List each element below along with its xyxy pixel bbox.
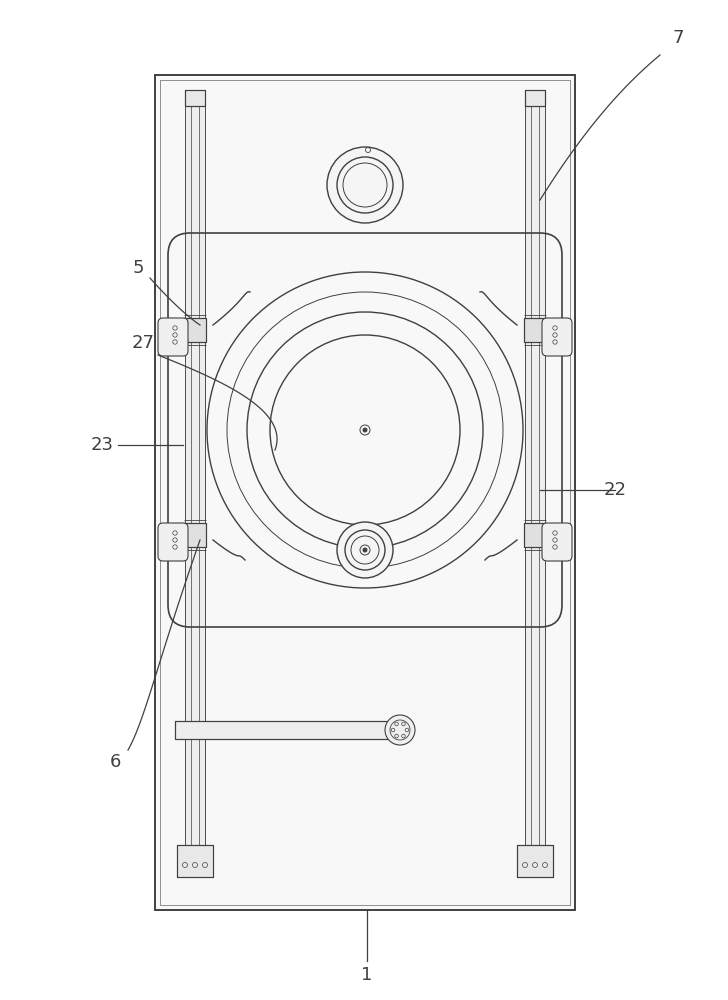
Bar — [525, 90, 545, 106]
Bar — [525, 90, 545, 106]
Bar — [184, 523, 206, 547]
Bar — [185, 90, 205, 106]
FancyBboxPatch shape — [158, 318, 188, 356]
Text: 27: 27 — [132, 334, 154, 352]
Circle shape — [385, 715, 415, 745]
Bar — [160, 80, 570, 905]
Bar — [184, 523, 206, 547]
Bar — [185, 90, 205, 875]
Circle shape — [327, 147, 403, 223]
Bar — [185, 90, 205, 875]
Text: 5: 5 — [132, 259, 143, 277]
Text: 23: 23 — [90, 436, 114, 454]
Text: 7: 7 — [672, 29, 684, 47]
FancyBboxPatch shape — [542, 318, 572, 356]
Circle shape — [337, 522, 393, 578]
Bar — [184, 318, 206, 342]
Circle shape — [363, 548, 367, 552]
Bar — [524, 318, 546, 342]
Bar — [177, 845, 213, 877]
Text: 22: 22 — [604, 481, 627, 499]
Bar — [185, 90, 205, 106]
Bar — [524, 318, 546, 342]
Bar — [155, 75, 575, 910]
Bar — [517, 845, 553, 877]
Bar — [175, 721, 392, 739]
Circle shape — [363, 428, 367, 432]
Bar — [184, 318, 206, 342]
Bar — [175, 721, 392, 739]
Bar — [525, 90, 545, 875]
Text: 6: 6 — [109, 753, 121, 771]
Bar — [525, 90, 545, 875]
Bar — [517, 845, 553, 877]
Bar — [524, 523, 546, 547]
Bar — [524, 523, 546, 547]
FancyBboxPatch shape — [542, 523, 572, 561]
Bar — [177, 845, 213, 877]
FancyBboxPatch shape — [158, 523, 188, 561]
Text: 1: 1 — [361, 966, 373, 984]
Bar — [155, 75, 575, 910]
